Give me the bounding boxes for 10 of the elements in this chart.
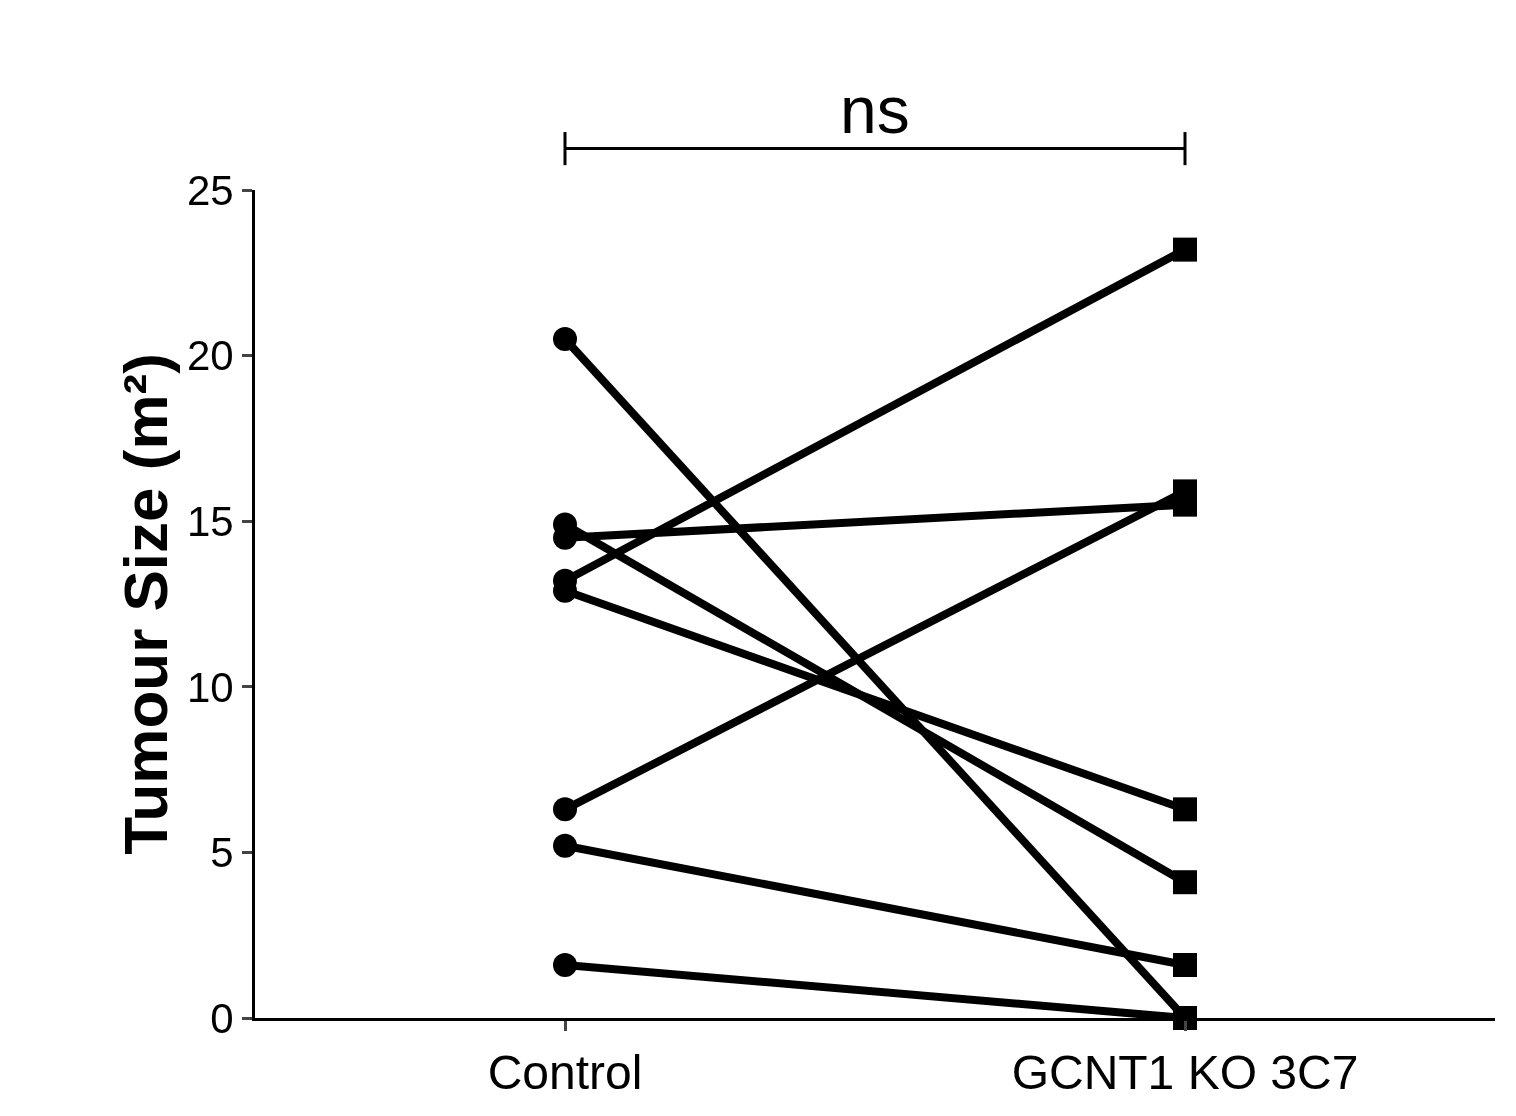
x-tick-label: Control — [487, 1045, 643, 1099]
text: ns — [840, 73, 910, 147]
y-tick-label: 0 — [210, 994, 234, 1042]
y-tick-label: 10 — [186, 663, 234, 711]
y-tick-label: 20 — [186, 332, 234, 380]
y-axis-title: Tumour Size (m²) — [110, 353, 180, 855]
y-tick-label: 5 — [210, 829, 234, 877]
x-tick-label: GCNT1 KO 3C7 — [1011, 1045, 1359, 1099]
y-tick-label: 25 — [186, 166, 234, 214]
y-tick-label: 15 — [186, 497, 234, 545]
